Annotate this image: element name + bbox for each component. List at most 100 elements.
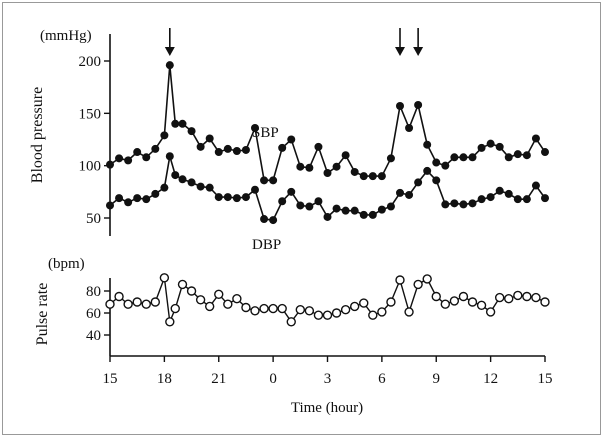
dbp-point — [160, 183, 169, 192]
x-axis: 15 18 21 0 3 6 9 12 15 Time (hour) — [103, 355, 553, 416]
dbp-point — [260, 215, 269, 224]
dbp-point — [232, 194, 241, 203]
sbp-point — [223, 144, 232, 153]
dbp-point — [368, 210, 377, 219]
sbp-point — [450, 153, 459, 162]
pulse-rate-point — [504, 294, 514, 304]
dbp-point — [223, 193, 232, 202]
dbp-point — [414, 178, 423, 187]
pulse-rate-point — [322, 310, 333, 320]
sbp-point — [522, 151, 531, 160]
sbp-point — [251, 123, 259, 132]
pulse-rate-point — [440, 299, 451, 309]
sbp-point — [486, 139, 495, 148]
pulse-rate-point — [295, 305, 306, 315]
sbp-point — [241, 145, 250, 154]
dbp-point — [377, 205, 386, 214]
dbp-point — [305, 202, 314, 211]
dbp-point — [522, 195, 531, 204]
sbp-point — [142, 153, 151, 162]
bp-unit-label: (mmHg) — [40, 28, 92, 44]
sbp-point — [441, 161, 450, 170]
sbp-point — [205, 134, 214, 143]
pulse-y-axis-label: Pulse rate — [34, 283, 51, 346]
sbp-point — [178, 119, 187, 128]
sbp-point — [332, 162, 341, 171]
sbp-point — [232, 147, 241, 156]
sbp-point — [124, 156, 133, 165]
pulse-rate-point — [304, 306, 315, 316]
sbp-point — [187, 127, 196, 136]
pulse-rate-point — [150, 297, 161, 307]
dbp-point — [241, 193, 250, 202]
pulse-rate-point — [395, 275, 405, 285]
dbp-point — [495, 186, 504, 195]
dbp-point — [513, 195, 522, 204]
sbp-point — [165, 61, 174, 70]
bp-y-axis-label: Blood pressure — [29, 87, 46, 183]
pulse-rate-point — [123, 299, 133, 309]
dbp-point — [486, 193, 495, 202]
dbp-point — [115, 194, 124, 203]
pulse-rate-point — [467, 297, 478, 307]
pulse-rate-point — [165, 317, 175, 327]
sbp-point — [531, 134, 540, 143]
pulse-rate-point — [540, 297, 550, 307]
pulse-rate-point — [241, 302, 251, 313]
figure-border — [2, 2, 601, 435]
sbp-point — [414, 100, 423, 109]
dbp-point — [450, 199, 459, 208]
pulse-rate-point — [458, 291, 469, 302]
sbp-point — [495, 142, 504, 151]
bp-y-tick-label: 100 — [79, 159, 102, 175]
dbp-series-label: DBP — [252, 237, 281, 253]
dbp-point — [133, 194, 142, 203]
dbp-point — [196, 182, 205, 191]
sbp-point — [323, 168, 332, 177]
pulse-panel: (bpm) Pulse rate 40 60 80 — [34, 256, 550, 356]
pulse-rate-point — [431, 291, 441, 302]
dbp-point — [396, 188, 404, 197]
sbp-point — [133, 148, 142, 157]
pulse-rate-point — [141, 299, 151, 309]
dbp-point — [314, 197, 323, 206]
pulse-rate-point — [259, 303, 269, 314]
sbp-point — [341, 151, 350, 160]
sbp-point — [196, 142, 205, 151]
pulse-rate-point — [476, 300, 487, 310]
sbp-point — [115, 154, 124, 163]
x-tick-label: 15 — [538, 371, 553, 387]
pulse-rate-point — [494, 292, 505, 303]
sbp-point — [468, 153, 477, 162]
pulse-rate-point — [177, 279, 188, 290]
dbp-point — [178, 175, 187, 184]
dbp-point — [459, 200, 468, 209]
sbp-point — [513, 150, 522, 159]
bp-y-tick-label: 150 — [79, 106, 102, 122]
dbp-point — [477, 195, 486, 204]
x-tick-label: 3 — [324, 371, 332, 387]
annotation-arrow-head — [413, 47, 424, 56]
bp-y-tick-label: 200 — [79, 54, 102, 70]
x-axis-label: Time (hour) — [291, 400, 363, 416]
dbp-point — [171, 171, 180, 180]
dbp-point — [341, 206, 350, 215]
pulse-rate-point — [277, 303, 287, 314]
sbp-point — [405, 123, 414, 132]
pulse-y-tick-label: 40 — [86, 328, 101, 344]
x-tick-label: 15 — [103, 371, 118, 387]
sbp-point — [314, 142, 323, 151]
dbp-line — [109, 155, 546, 221]
dbp-point — [269, 216, 278, 225]
dbp-point — [441, 200, 450, 209]
dbp-point — [350, 206, 359, 215]
dbp-point — [541, 194, 549, 203]
pulse-y-tick-label: 60 — [86, 306, 101, 322]
dbp-point — [504, 189, 513, 198]
pulse-y-tick-label: 80 — [86, 284, 101, 300]
x-tick-label: 18 — [157, 371, 172, 387]
sbp-point — [541, 148, 549, 157]
pulse-rate-point — [204, 301, 215, 312]
dbp-point — [332, 204, 341, 213]
annotation-arrow-head — [164, 47, 175, 56]
